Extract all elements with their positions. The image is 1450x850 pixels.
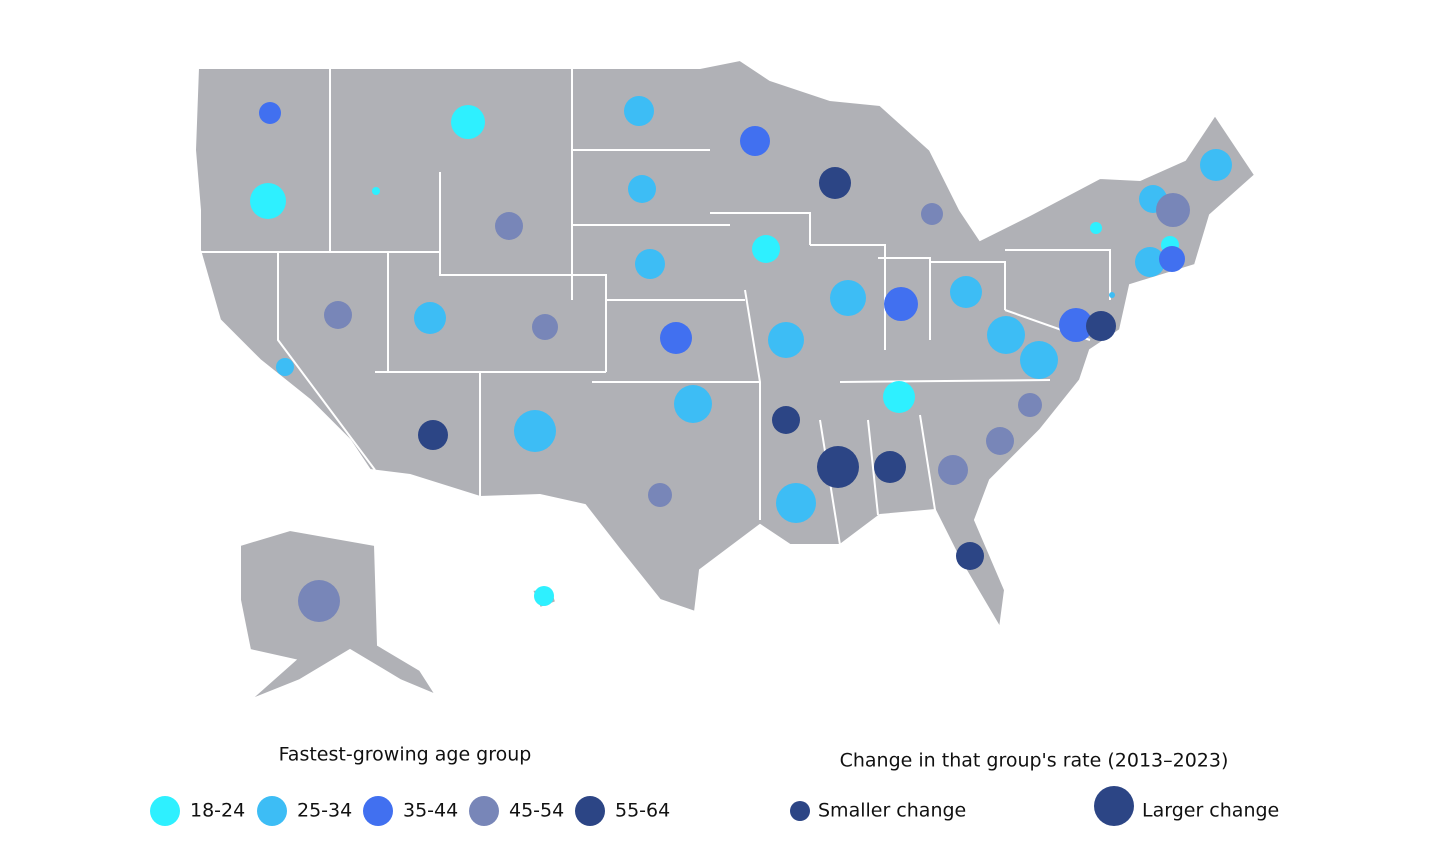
bubble <box>1109 292 1115 298</box>
bubble <box>298 580 340 622</box>
legend-label: 45-54 <box>509 800 564 822</box>
bubble <box>772 406 800 434</box>
bubble <box>740 126 770 156</box>
size-legend-label: Smaller change <box>818 800 966 822</box>
bubble <box>259 102 281 124</box>
bubble <box>1020 341 1058 379</box>
legend-label: 25-34 <box>297 800 352 822</box>
bubble <box>532 314 558 340</box>
bubble <box>514 410 556 452</box>
bubble <box>819 167 851 199</box>
bubble <box>768 322 804 358</box>
legend-marker <box>363 796 393 826</box>
bubble <box>660 322 692 354</box>
bubble <box>830 280 866 316</box>
size-legend-small-marker <box>790 801 810 821</box>
bubble <box>372 187 380 195</box>
bubble <box>1086 311 1116 341</box>
bubble <box>874 451 906 483</box>
state-borders <box>200 68 1111 546</box>
bubble <box>1156 193 1190 227</box>
bubble <box>495 212 523 240</box>
bubble <box>986 427 1014 455</box>
bubble <box>451 105 485 139</box>
legend-label: 35-44 <box>403 800 458 822</box>
bubble <box>276 358 294 376</box>
basemap <box>193 58 1257 701</box>
bubble <box>883 381 915 413</box>
bubble <box>752 235 780 263</box>
bubble <box>1159 246 1185 272</box>
bubble <box>534 586 554 606</box>
bubble <box>1090 222 1102 234</box>
bubble <box>418 420 448 450</box>
bubble <box>624 96 654 126</box>
bubble <box>628 175 656 203</box>
bubble <box>776 483 816 523</box>
legend-marker <box>150 796 180 826</box>
legend-marker <box>469 796 499 826</box>
bubble <box>648 483 672 507</box>
bubble <box>956 542 984 570</box>
bubble <box>635 249 665 279</box>
bubble <box>921 203 943 225</box>
bubble <box>817 446 859 488</box>
size-legend-label: Larger change <box>1142 800 1279 822</box>
bubble <box>1018 393 1042 417</box>
legend-title: Fastest-growing age group <box>279 744 532 766</box>
bubble <box>674 385 712 423</box>
bubble <box>884 287 918 321</box>
bubbles <box>250 96 1232 622</box>
bubble <box>1059 308 1093 342</box>
bubble <box>1200 149 1232 181</box>
bubble <box>938 455 968 485</box>
contiguous-us <box>193 58 1257 632</box>
alaska <box>239 528 439 701</box>
legend-marker <box>257 796 287 826</box>
bubble <box>1135 247 1165 277</box>
legend-marker <box>575 796 605 826</box>
bubble <box>250 183 286 219</box>
legend-label: 55-64 <box>615 800 670 822</box>
bubble <box>950 276 982 308</box>
size-legend-large-marker <box>1094 786 1134 826</box>
size-legend-title: Change in that group's rate (2013–2023) <box>840 750 1229 772</box>
legend-label: 18-24 <box>190 800 245 822</box>
bubble <box>324 301 352 329</box>
bubble <box>414 302 446 334</box>
bubble <box>987 316 1025 354</box>
